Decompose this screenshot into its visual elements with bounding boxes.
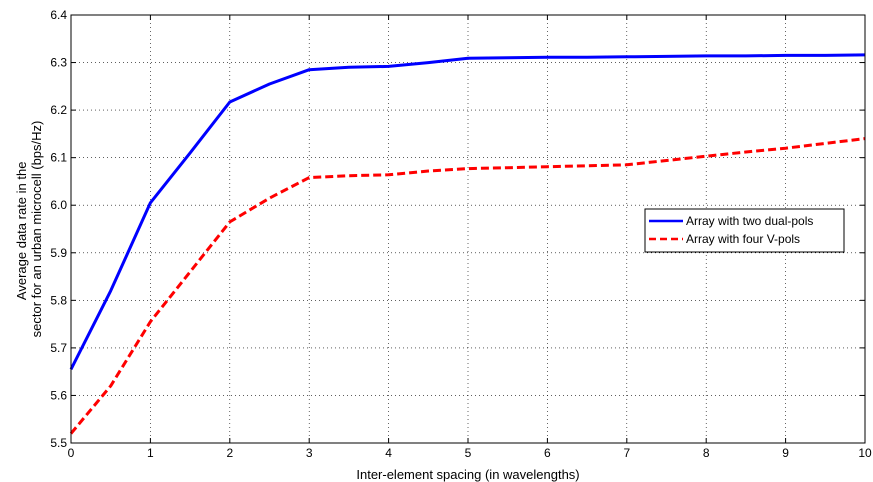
legend-entry-dual-pols: Array with two dual-pols (686, 214, 813, 228)
x-tick-label: 10 (858, 446, 872, 460)
x-tick-label: 7 (623, 446, 630, 460)
series-line-1 (69, 137, 866, 435)
x-tick-label: 8 (703, 446, 710, 460)
x-tick-label: 1 (147, 446, 154, 460)
x-tick-label: 3 (306, 446, 313, 460)
legend-box (644, 208, 845, 253)
x-tick-label: 9 (782, 446, 789, 460)
y-tick-label: 6.4 (50, 8, 67, 22)
tick-labels: 0 1 2 3 4 5 6 7 8 9 10 5.5 5.6 5.7 5.8 5.9 6.0 6.1 6.2 6.3 6… (50, 8, 872, 460)
x-tick-label: 4 (385, 446, 392, 460)
y-tick-label: 5.7 (50, 341, 67, 355)
x-tick-label: 2 (226, 446, 233, 460)
grid (71, 15, 865, 443)
y-axis-label: Average data rate in the sector for an u… (14, 121, 44, 338)
y-tick-label: 5.9 (50, 246, 67, 260)
ticks (70, 14, 866, 444)
y-tick-label: 5.8 (50, 293, 67, 307)
y-tick-label: 5.5 (50, 436, 67, 450)
y-tick-label: 6.0 (50, 198, 67, 212)
x-axis-label: Inter-element spacing (in wavelengths) (356, 467, 579, 482)
y-tick-label: 5.6 (50, 388, 67, 402)
y-tick-label: 6.1 (50, 151, 67, 165)
y-tick-label: 6.2 (50, 103, 67, 117)
legend: Array with two dual-pols Array with four… (644, 208, 845, 253)
x-tick-label: 6 (544, 446, 551, 460)
y-tick-label: 6.3 (50, 56, 67, 70)
x-tick-label: 5 (465, 446, 472, 460)
y-axis-label-line-2: sector for an urban microcell (bps/Hz) (29, 121, 44, 338)
x-tick-label: 0 (68, 446, 75, 460)
series-line-0 (69, 53, 866, 370)
series-layer (69, 53, 866, 435)
legend-entry-v-pols: Array with four V-pols (686, 232, 800, 246)
y-axis-label-line-1: Average data rate in the (14, 162, 29, 301)
